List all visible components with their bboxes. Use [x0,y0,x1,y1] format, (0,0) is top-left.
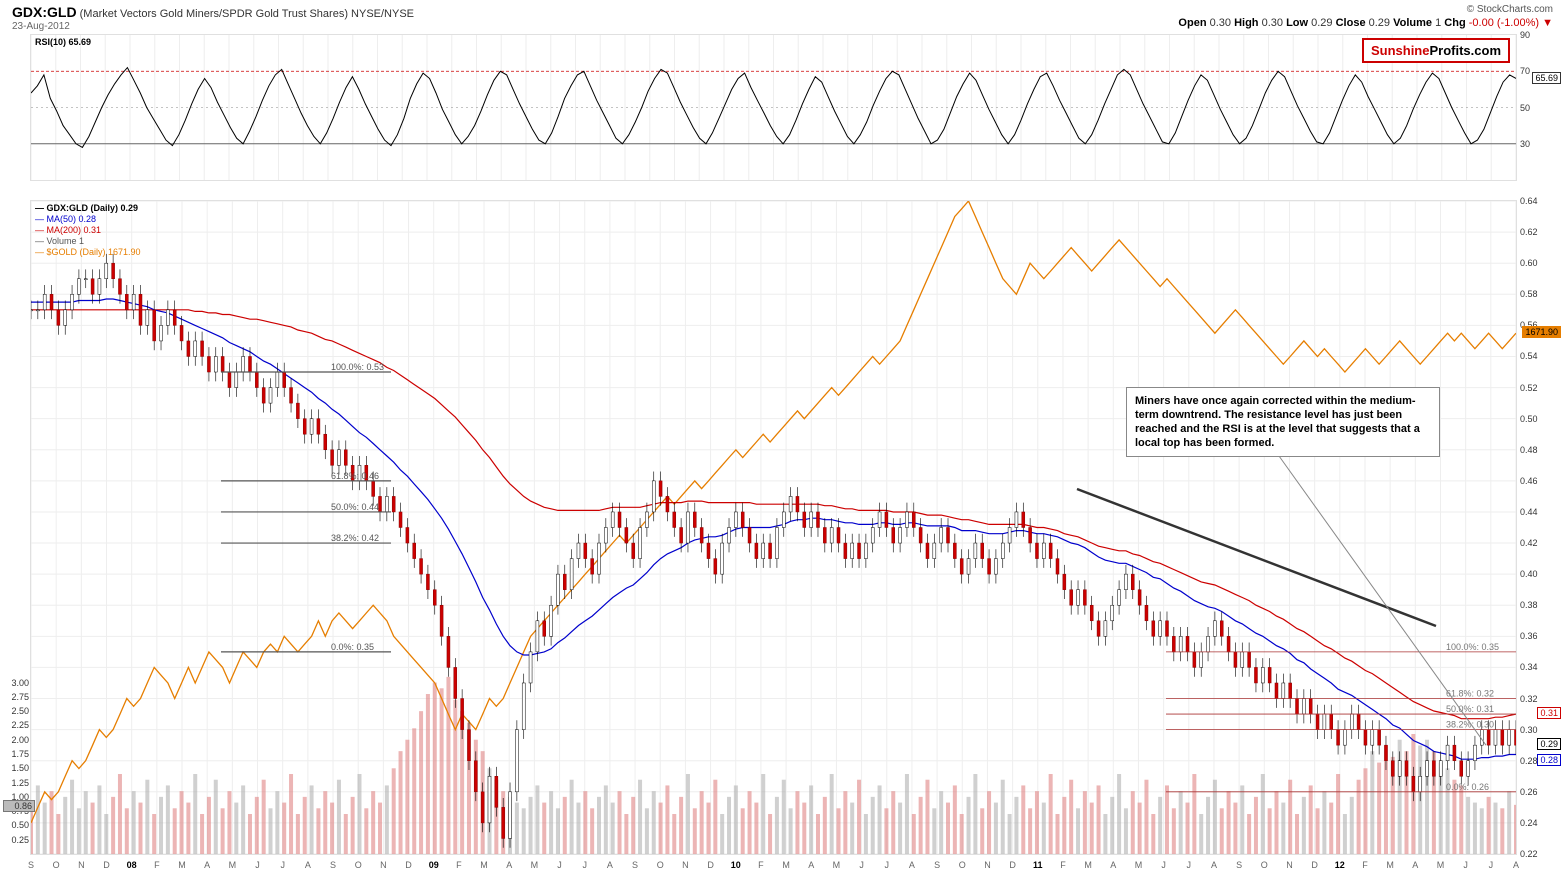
ohlc-high: 0.30 [1262,17,1283,29]
price-chart: 100.0%: 0.53 61.8%: 0.46 50.0%: 0.44 38.2%:… [31,201,1516,854]
svg-text:50.0%: 0.31: 50.0%: 0.31 [1446,704,1494,714]
ohlc-chg: -0.00 (-1.00%) [1469,17,1539,29]
rsi-legend: RSI(10) 65.69 [35,37,91,48]
ohlc-low: 0.29 [1311,17,1332,29]
svg-text:100.0%: 0.53: 100.0%: 0.53 [331,362,384,372]
rsi-chart [31,35,1516,180]
ohlc-open: 0.30 [1210,17,1231,29]
svg-text:61.8%: 0.32: 61.8%: 0.32 [1446,689,1494,699]
source-credit: © StockCharts.com [1178,4,1553,15]
annotation-text: Miners have once again corrected within … [1135,395,1420,449]
symbol: GDX:GLD [12,4,77,20]
watermark-b: Profits.com [1429,43,1501,58]
watermark: SunshineProfits.com [1362,38,1510,63]
main-panel: 100.0%: 0.53 61.8%: 0.46 50.0%: 0.44 38.2%:… [30,200,1517,855]
svg-text:38.2%: 0.42: 38.2%: 0.42 [331,533,379,543]
svg-text:61.8%: 0.46: 61.8%: 0.46 [331,471,379,481]
annotation-box: Miners have once again corrected within … [1126,387,1440,457]
svg-text:50.0%: 0.44: 50.0%: 0.44 [331,502,379,512]
rsi-panel: RSI(10) 65.69 3050709065.69 [30,34,1517,181]
svg-text:100.0%: 0.35: 100.0%: 0.35 [1446,642,1499,652]
watermark-a: Sunshine [1371,43,1430,58]
ohlc-close: 0.29 [1369,17,1390,29]
ohlc-vol: 1 [1435,17,1441,29]
legend-main: — GDX:GLD (Daily) 0.29— MA(50) 0.28— MA(… [35,203,141,258]
symbol-desc: (Market Vectors Gold Miners/SPDR Gold Tr… [80,8,414,20]
svg-text:38.2%: 0.30: 38.2%: 0.30 [1446,720,1494,730]
ohlc-line: Open 0.30 High 0.30 Low 0.29 Close 0.29 … [1178,17,1553,29]
chart-header: GDX:GLD (Market Vectors Gold Miners/SPDR… [12,4,1557,32]
svg-text:0.0%: 0.26: 0.0%: 0.26 [1446,782,1489,792]
svg-text:0.0%: 0.35: 0.0%: 0.35 [331,642,374,652]
